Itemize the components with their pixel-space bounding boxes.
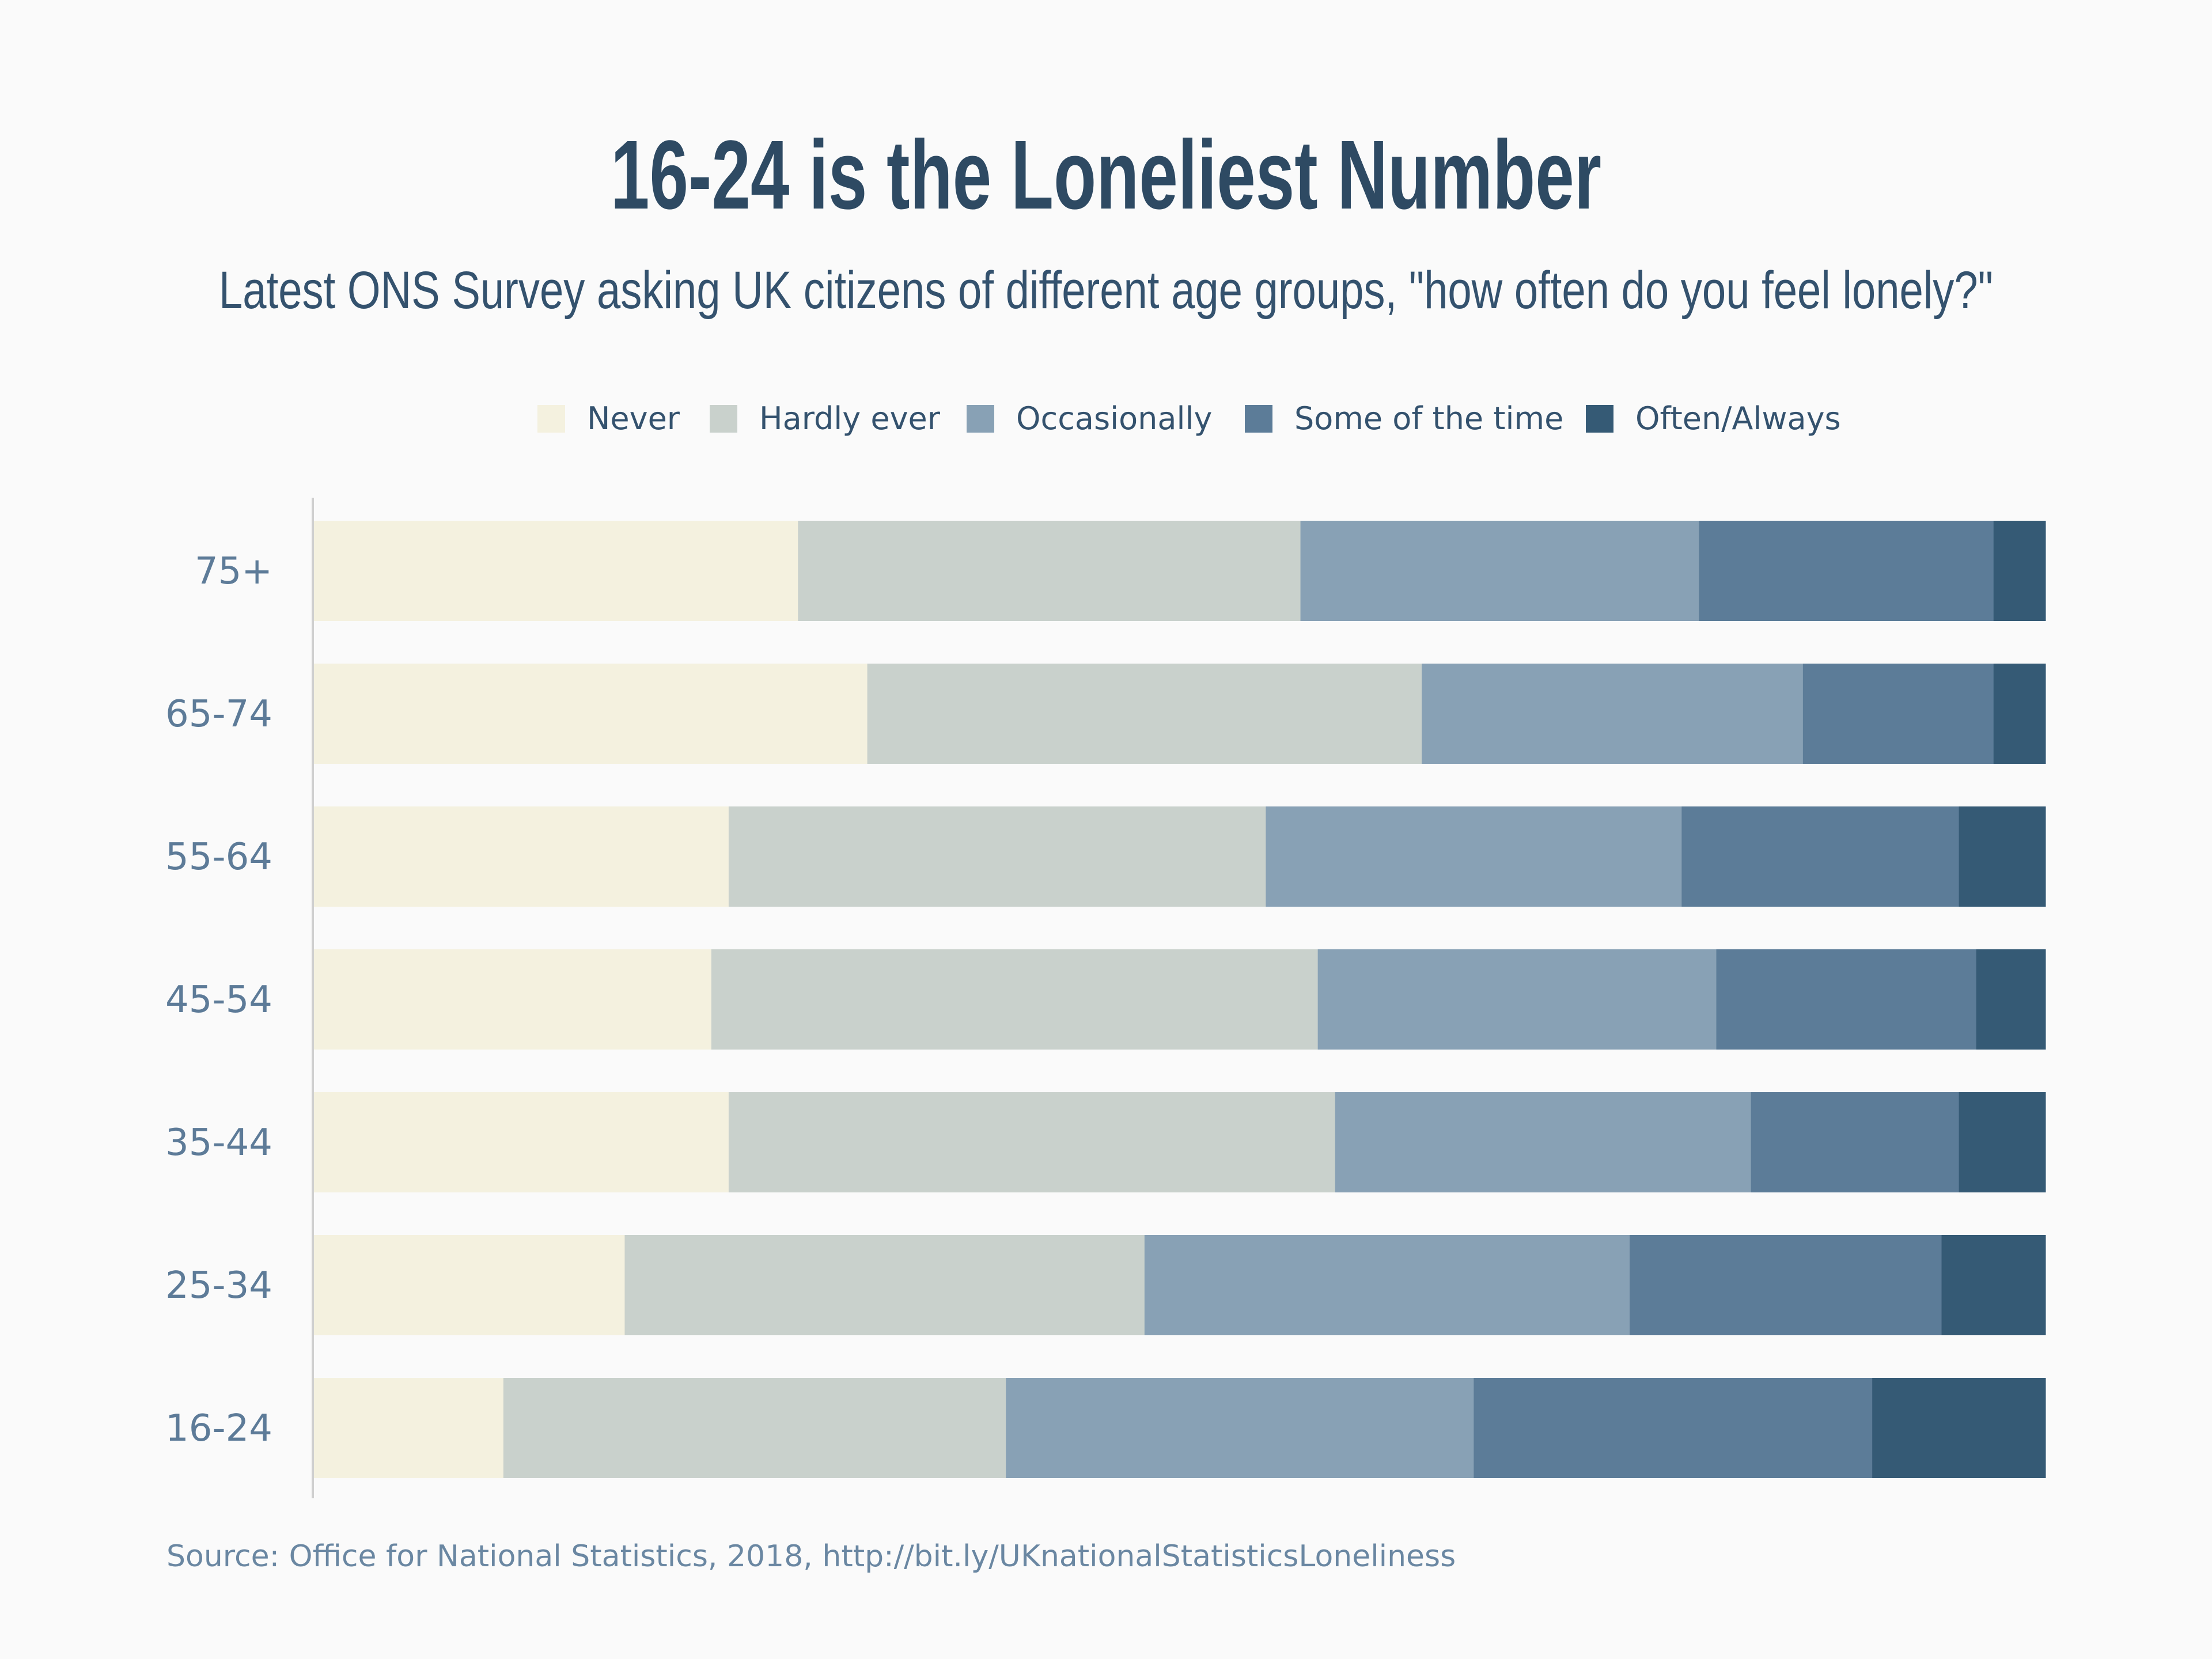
legend-label: Occasionally: [1016, 400, 1212, 437]
category-label: 25-34: [165, 1264, 272, 1307]
legend-swatch: [967, 405, 994, 433]
bar-segment-25-34-4: [1941, 1235, 2046, 1335]
bar-segment-65-74-1: [867, 664, 1422, 764]
legend-swatch: [1586, 405, 1613, 433]
bar-segment-25-34-2: [1144, 1235, 1630, 1335]
legend-item: Hardly ever: [710, 400, 941, 437]
bar-segment-75+-3: [1699, 521, 1994, 621]
category-label: 65-74: [165, 693, 272, 736]
legend: Never Hardly ever Occasionally Some of the …: [537, 400, 1841, 437]
bar-segment-45-54-3: [1716, 949, 1977, 1050]
category-label: 16-24: [165, 1407, 272, 1450]
bar-segment-55-64-3: [1681, 806, 1960, 907]
bar-segment-55-64-2: [1266, 806, 1682, 907]
bar-segment-45-54-0: [313, 949, 712, 1050]
legend-item: Occasionally: [967, 400, 1212, 437]
category-label: 55-64: [165, 836, 272, 878]
bar-segment-75+-0: [313, 521, 798, 621]
legend-swatch: [710, 405, 737, 433]
bar-segment-35-44-0: [313, 1092, 729, 1192]
bar-segment-45-54-2: [1317, 949, 1717, 1050]
bar-segment-16-24-2: [1006, 1378, 1474, 1478]
bar-segment-16-24-1: [503, 1378, 1006, 1478]
chart-subtitle: Latest ONS Survey asking UK citizens of …: [219, 261, 1993, 320]
legend-item: Never: [537, 400, 680, 437]
bar-segment-65-74-0: [313, 664, 868, 764]
legend-label: Often/Always: [1635, 400, 1841, 437]
bar-segment-65-74-2: [1422, 664, 1804, 764]
bar-segment-25-34-1: [624, 1235, 1145, 1335]
bar-segment-75+-2: [1300, 521, 1699, 621]
bar-segment-75+-4: [1993, 521, 2046, 621]
legend-swatch: [1245, 405, 1272, 433]
bar-segment-35-44-3: [1751, 1092, 1960, 1192]
chart-title: 16-24 is the Loneliest Number: [611, 120, 1601, 230]
bar-segment-55-64-1: [728, 806, 1266, 907]
legend-swatch: [537, 405, 565, 433]
legend-label: Hardly ever: [759, 400, 941, 437]
legend-item: Some of the time: [1245, 400, 1563, 437]
bar-segment-25-34-0: [313, 1235, 625, 1335]
bar-segment-55-64-4: [1959, 806, 2046, 907]
category-label: 75+: [195, 550, 272, 593]
bar-segment-35-44-2: [1335, 1092, 1752, 1192]
bar-segment-55-64-0: [313, 806, 729, 907]
legend-item: Often/Always: [1586, 400, 1841, 437]
bar-segment-35-44-1: [728, 1092, 1336, 1192]
bars: [313, 521, 2046, 1478]
bar-segment-65-74-3: [1802, 664, 1994, 764]
category-labels: 75+ 65-74 55-64 45-54 35-44 25-34 16-24: [165, 550, 272, 1450]
bar-segment-75+-1: [798, 521, 1301, 621]
bar-segment-35-44-4: [1959, 1092, 2046, 1192]
bar-segment-25-34-3: [1630, 1235, 1942, 1335]
bar-segment-45-54-1: [711, 949, 1319, 1050]
bar-segment-45-54-4: [1976, 949, 2046, 1050]
legend-label: Never: [587, 400, 680, 437]
category-label: 35-44: [165, 1122, 272, 1164]
bar-segment-65-74-4: [1993, 664, 2046, 764]
bar-segment-16-24-3: [1474, 1378, 1873, 1478]
category-label: 45-54: [165, 979, 272, 1021]
bar-segment-16-24-4: [1872, 1378, 2046, 1478]
bar-segment-16-24-0: [313, 1378, 504, 1478]
legend-label: Some of the time: [1294, 400, 1563, 437]
source-note: Source: Office for National Statistics, …: [166, 1539, 1456, 1574]
